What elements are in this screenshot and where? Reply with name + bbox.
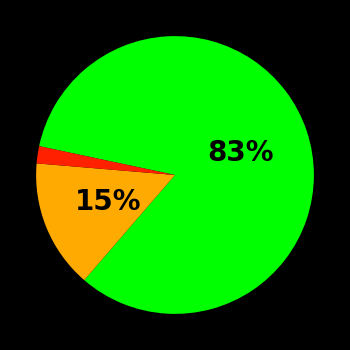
Text: 15%: 15% (75, 188, 141, 216)
Wedge shape (36, 163, 175, 280)
Text: 83%: 83% (208, 139, 274, 167)
Wedge shape (37, 146, 175, 175)
Wedge shape (39, 36, 314, 314)
